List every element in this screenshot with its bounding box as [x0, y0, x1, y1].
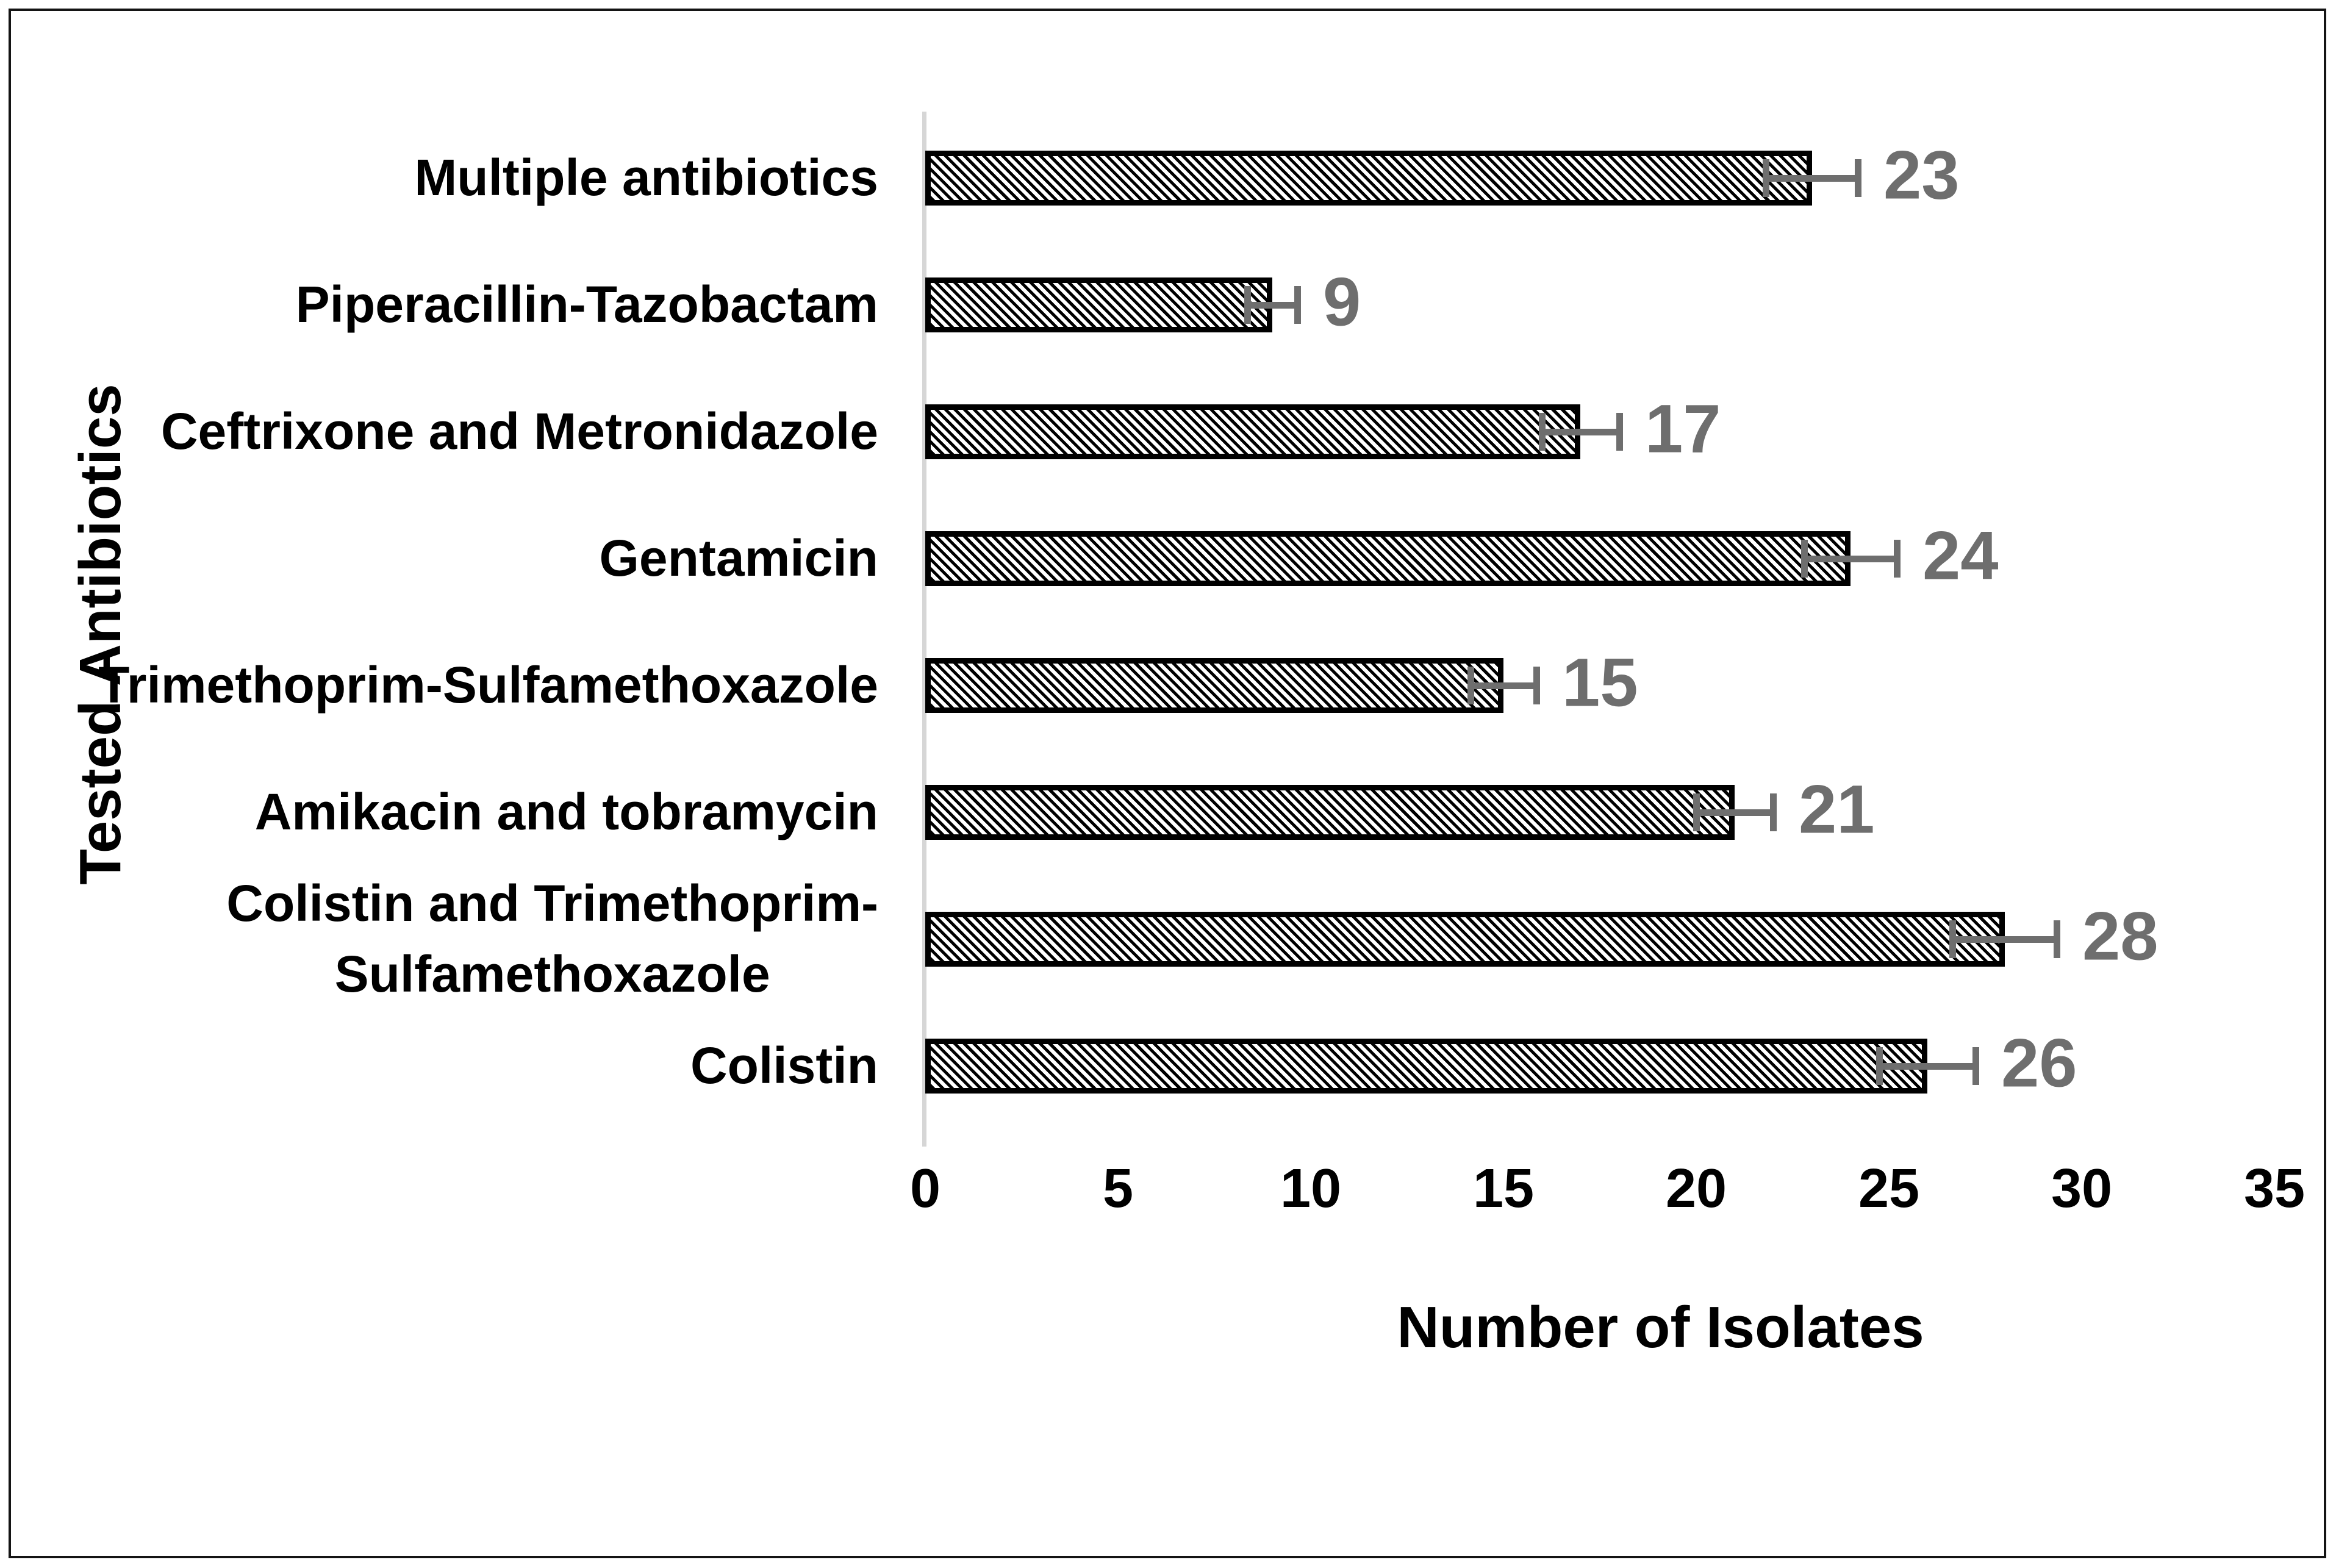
error-bar-cap	[1972, 1047, 1979, 1085]
category-label-text: Colistin	[690, 1037, 878, 1095]
error-bar-cap	[1244, 286, 1251, 324]
category-label: Trimethoprim-Sulfamethoxazole	[98, 594, 878, 777]
x-tick-label: 25	[1858, 1158, 1920, 1219]
category-label: Gentamicin	[104, 467, 878, 650]
bar	[925, 785, 1735, 840]
error-bar-cap	[1467, 667, 1474, 704]
value-label: 24	[1922, 517, 1999, 594]
error-bar-cap	[1949, 920, 1956, 958]
category-label: Amikacin and tobramycin	[104, 721, 878, 904]
bar	[925, 404, 1580, 459]
x-tick-label: 20	[1665, 1158, 1727, 1219]
bar	[925, 1039, 1927, 1094]
error-bar-line	[1766, 175, 1858, 182]
error-bar-cap	[2054, 920, 2060, 958]
error-bar-cap	[1770, 793, 1777, 831]
category-label: Colistin	[104, 975, 878, 1158]
x-tick-label: 15	[1472, 1158, 1535, 1219]
y-axis-line	[922, 112, 926, 1147]
figure-frame	[9, 9, 2326, 1558]
x-axis-title: Number of Isolates	[1397, 1295, 1924, 1360]
error-bar-line	[1879, 1063, 1976, 1070]
error-bar-cap	[1894, 540, 1901, 578]
bar	[925, 531, 1851, 586]
error-bar-cap	[1693, 793, 1700, 831]
error-bar-line	[1471, 682, 1536, 689]
y-axis-title: Tested Antibiotics	[68, 384, 133, 885]
error-bar-cap	[1801, 540, 1808, 578]
category-label-text: Trimethoprim-Sulfamethoxazole	[98, 656, 878, 714]
category-label-text: Amikacin and tobramycin	[254, 783, 878, 841]
value-label: 26	[2001, 1025, 2077, 1101]
error-bar-cap	[1855, 159, 1861, 197]
value-label: 28	[2082, 898, 2159, 975]
x-tick-label: 5	[1102, 1158, 1134, 1219]
x-tick-label: 35	[2243, 1158, 2306, 1219]
category-label: Multiple antibiotics	[104, 87, 878, 270]
category-label-text: Ceftrixone and Metronidazole	[160, 403, 878, 460]
bar	[925, 658, 1503, 713]
error-bar-cap	[1763, 159, 1769, 197]
category-label: Colistin and Trimethoprim- Sulfamethoxazo…	[104, 848, 878, 1031]
category-label-text: Colistin and Trimethoprim- Sulfamethoxazo…	[226, 875, 878, 1003]
x-tick-label: 0	[909, 1158, 941, 1219]
error-bar-cap	[1294, 286, 1301, 324]
error-bar-line	[1247, 302, 1297, 309]
value-label: 9	[1323, 263, 1361, 340]
value-label: 23	[1883, 137, 1960, 213]
error-bar-line	[1952, 936, 2057, 943]
bar	[925, 912, 2005, 967]
error-bar-line	[1542, 429, 1619, 435]
x-tick-label: 30	[2051, 1158, 2113, 1219]
error-bar-cap	[1876, 1047, 1883, 1085]
error-bar-line	[1696, 809, 1773, 816]
value-label: 21	[1799, 771, 1875, 848]
category-label: Ceftrixone and Metronidazole	[104, 340, 878, 523]
category-label-text: Piperacillin-Tazobactam	[295, 276, 878, 334]
category-label-text: Multiple antibiotics	[414, 149, 878, 207]
error-bar-cap	[1533, 667, 1540, 704]
value-label: 15	[1562, 644, 1638, 721]
error-bar-line	[1804, 556, 1897, 562]
error-bar-cap	[1539, 413, 1546, 451]
value-label: 17	[1645, 390, 1721, 467]
bar	[925, 277, 1272, 332]
bar	[925, 151, 1812, 206]
category-label-text: Gentamicin	[599, 529, 878, 587]
x-tick-label: 10	[1280, 1158, 1342, 1219]
category-label: Piperacillin-Tazobactam	[104, 213, 878, 396]
error-bar-cap	[1616, 413, 1623, 451]
